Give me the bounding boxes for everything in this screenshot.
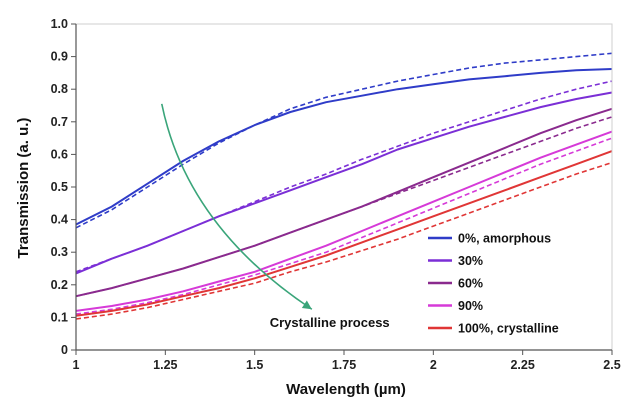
x-tick-label: 2.5 [603,358,620,372]
y-axis-title: Transmission (a. u.) [15,118,32,259]
process-arrowhead-0 [301,300,312,310]
plot-area [75,52,613,320]
x-tick-label: 1.5 [246,358,263,372]
x-tick-label: 1 [73,358,80,372]
legend: 0%, amorphous 30% 60% 90% 100%, crystalline [428,232,559,336]
series-fit-line-0 [75,52,613,229]
y-tick-label: 0.6 [51,147,68,161]
y-tick-label: 0.7 [51,115,68,129]
y-tick-label: 0.9 [51,50,68,64]
legend-label-0: 0%, amorphous [458,232,551,246]
y-tick-label: 0 [61,343,68,357]
legend-label-1: 30% [458,254,483,268]
legend-label-2: 60% [458,277,483,291]
x-tick-label: 2.25 [510,358,534,372]
series-measured-line-4 [75,150,613,317]
x-tick-label: 2 [430,358,437,372]
y-tick-label: 0.5 [51,180,68,194]
annotation: Crystalline process [160,103,390,330]
series-measured-line-2 [75,107,613,298]
y-tick-label: 0.4 [51,213,68,227]
legend-label-4: 100%, crystalline [458,322,559,336]
y-tick-label: 0.1 [51,310,68,324]
series-measured-line-3 [75,130,613,312]
x-axis-title: Wavelength (µm) [286,381,406,398]
series-measured-line-0 [75,68,613,226]
y-tick-label: 0.3 [51,245,68,259]
series-fit-line-3 [75,137,613,315]
y-tick-label: 1.0 [51,17,68,31]
y-tick-label: 0.8 [51,82,68,96]
y-tick-label: 0.2 [51,278,68,292]
annotation-text-0: Crystalline process [270,315,390,330]
x-tick-label: 1.25 [153,358,177,372]
series-fit-line-4 [75,161,613,320]
legend-label-3: 90% [458,299,483,313]
x-tick-label: 1.75 [332,358,356,372]
process-arrow-0 [160,103,313,310]
axes: 0 0.1 0.2 0.3 0.4 0.5 0.6 0.7 0.8 0.9 1.0 1 1.25 1.5 1… [51,17,621,372]
series-measured-line-1 [75,91,613,275]
